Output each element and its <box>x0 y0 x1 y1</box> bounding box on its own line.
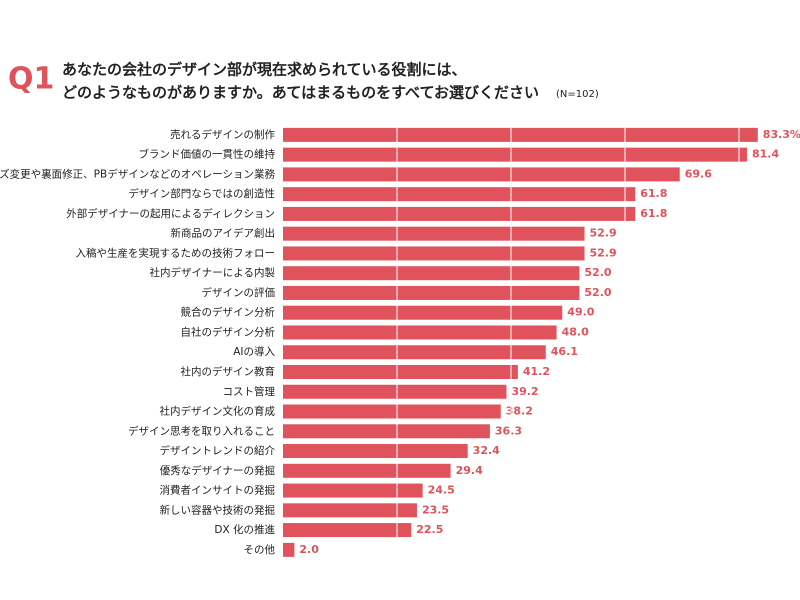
category-label: 新商品のアイデア創出 <box>171 227 275 240</box>
value-label: 29.4 <box>456 464 483 477</box>
bar <box>283 147 747 162</box>
bar <box>283 285 580 300</box>
value-label: 81.4 <box>752 148 779 161</box>
bar <box>283 325 557 340</box>
bar <box>283 483 423 498</box>
bar <box>283 345 546 360</box>
value-label: 61.8 <box>640 187 667 200</box>
category-label: 社内のデザイン教育 <box>181 365 276 378</box>
bar <box>283 246 585 261</box>
bar <box>283 226 585 241</box>
bar <box>283 523 412 538</box>
bar <box>283 444 468 459</box>
category-label: ブランド価値の一貫性の維持 <box>139 148 276 161</box>
category-label: AIの導入 <box>233 345 275 358</box>
category-label: 入稿や生産を実現するための技術フォロー <box>76 246 276 259</box>
category-label: 新しい容器や技術の発掘 <box>160 503 276 516</box>
category-label: 競合のデザイン分析 <box>181 306 276 319</box>
bar <box>283 305 563 320</box>
value-label: 23.5 <box>422 503 449 516</box>
bar <box>283 167 680 182</box>
value-label: 38.2 <box>506 405 533 418</box>
value-label: 36.3 <box>495 424 522 437</box>
category-label: サイズ変更や裏面修正、PBデザインなどのオペレーション業務 <box>0 167 275 180</box>
value-label: 2.0 <box>299 543 319 556</box>
bar <box>283 266 580 281</box>
category-label: 社内デザイン文化の育成 <box>160 405 276 418</box>
value-label: 48.0 <box>562 325 589 338</box>
value-label: 52.9 <box>590 246 617 259</box>
value-label: 83.3% <box>763 128 800 141</box>
bar <box>283 206 636 221</box>
value-label: 39.2 <box>511 385 538 398</box>
bar <box>283 365 518 379</box>
category-label: デザイン部門ならではの創造性 <box>128 187 275 200</box>
value-label: 24.5 <box>428 484 455 497</box>
category-label: コスト管理 <box>223 385 276 398</box>
category-label: その他 <box>244 543 276 556</box>
bar <box>283 187 636 202</box>
value-label: 69.6 <box>685 167 712 180</box>
category-label: 消費者インサイトの発掘 <box>160 484 276 497</box>
bar <box>283 384 507 399</box>
sample-size: (N=102) <box>556 89 599 100</box>
value-label: 52.9 <box>590 227 617 240</box>
bar <box>283 542 295 557</box>
value-label: 41.2 <box>523 365 550 378</box>
value-label: 46.1 <box>551 345 578 358</box>
category-label: デザイントレンドの紹介 <box>160 444 276 457</box>
category-label: DX 化の推進 <box>214 523 275 536</box>
bar <box>283 424 490 439</box>
bar <box>283 127 758 142</box>
value-label: 49.0 <box>567 306 594 319</box>
category-label: 優秀なデザイナーの発掘 <box>160 464 275 477</box>
value-label: 32.4 <box>473 444 500 457</box>
category-label: 売れるデザインの制作 <box>170 128 275 141</box>
category-label: デザインの評価 <box>202 286 276 299</box>
value-label: 61.8 <box>640 207 667 220</box>
category-label: 社内デザイナーによる内製 <box>150 266 276 279</box>
value-label: 52.0 <box>584 266 611 279</box>
value-label: 52.0 <box>584 286 611 299</box>
bar <box>283 503 417 518</box>
question-line: あなたの会社のデザイン部が現在求められている役割には、 <box>62 61 467 79</box>
category-label: 外部デザイナーの起用によるディレクション <box>66 207 275 220</box>
bar <box>283 463 451 478</box>
question-number: Q1 <box>8 62 54 97</box>
value-label: 22.5 <box>416 523 443 536</box>
question-line: どのようなものがありますか。あてはまるものをすべてお選びください <box>62 84 539 102</box>
category-label: デザイン思考を取り入れること <box>128 424 275 437</box>
category-label: 自社のデザイン分析 <box>181 325 276 338</box>
bar <box>283 404 501 419</box>
